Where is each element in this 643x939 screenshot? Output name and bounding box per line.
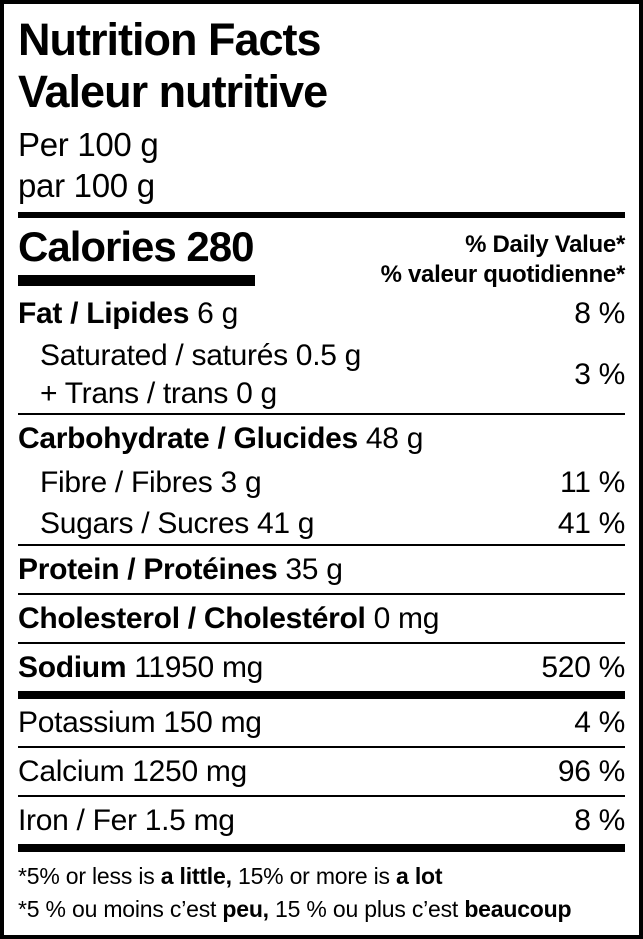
divider-thick (18, 212, 625, 218)
daily-value-percent: 41 % (557, 507, 625, 540)
nutrient-row-cholesterol-cholest-rol: Cholesterol / Cholestérol 0 mg (18, 595, 625, 642)
nutrient-name: Protein / Protéines 35 g (18, 553, 343, 586)
footnote: *5% or less is a little, 15% or more is … (18, 860, 625, 926)
calories-value: Calories 280 (18, 223, 255, 270)
serving-size-english: Per 100 g (18, 126, 159, 163)
divider-thin (18, 593, 625, 595)
nutrient-group-lines: Saturated / saturés 0.5 g + Trans / trans… (18, 337, 361, 413)
nutrient-name: Sodium 11950 mg (18, 651, 264, 684)
nutrient-row-iron-fer-1-5-mg: Iron / Fer 1.5 mg 8 % (18, 797, 625, 844)
divider-heavy (18, 691, 625, 699)
footnote-line-1: *5% or less is a little, 15% or more is … (18, 860, 625, 893)
footnote-text: *5 % ou moins c’est (18, 896, 223, 922)
calories-underline-bar (18, 275, 255, 286)
divider-thin (18, 544, 625, 546)
nutrient-name: Fat / Lipides 6 g (18, 297, 238, 330)
daily-value-percent: 8 % (574, 297, 625, 330)
daily-value-header-english: % Daily Value* (465, 231, 625, 258)
calories-block: Calories 280 (18, 224, 255, 290)
nutrient-name-saturated-satur-s-0-5-g: Saturated / saturés 0.5 g (40, 339, 362, 372)
title-french: Valeur nutritive (18, 66, 328, 117)
nutrient-row-sugars-sucres-41-g: Sugars / Sucres 41 g 41 % (18, 503, 625, 544)
nutrient-row-sodium: Sodium 11950 mg 520 % (18, 644, 625, 691)
footnote-text: *5% or less is (18, 863, 161, 889)
nutrient-row-fat-lipides: Fat / Lipides 6 g 8 % (18, 290, 625, 337)
calories-section: Calories 280 % Daily Value* % valeur quo… (18, 224, 625, 290)
daily-value-percent: 4 % (574, 706, 625, 739)
daily-value-percent: 3 % (574, 358, 625, 391)
footnote-emphasis: a lot (396, 863, 443, 889)
nutrient-row-fibre-fibres-3-g: Fibre / Fibres 3 g 11 % (18, 462, 625, 503)
daily-value-header-french: % valeur quotidienne* (380, 261, 626, 288)
footnote-emphasis: beaucoup (464, 896, 572, 922)
footnote-emphasis: peu, (222, 896, 269, 922)
daily-value-percent: 520 % (541, 651, 625, 684)
nutrient-name: Sugars / Sucres 41 g (40, 507, 315, 540)
divider-thin (18, 746, 625, 748)
nutrient-name: Carbohydrate / Glucides 48 g (18, 422, 424, 455)
nutrient-row-carbohydrate-glucides: Carbohydrate / Glucides 48 g (18, 415, 625, 462)
nutrient-row-protein-prot-ines: Protein / Protéines 35 g (18, 546, 625, 593)
serving-size-block: Per 100 g par 100 g (18, 124, 625, 206)
serving-size-french: par 100 g (18, 167, 155, 204)
label-title-block: Nutrition Facts Valeur nutritive (18, 14, 625, 118)
nutrient-row-calcium-1250-mg: Calcium 1250 mg 96 % (18, 748, 625, 795)
divider-thin (18, 642, 625, 644)
footnote-line-2: *5 % ou moins c’est peu, 15 % ou plus c’… (18, 893, 625, 926)
divider-thin (18, 413, 625, 415)
nutrient-name: Calcium 1250 mg (18, 755, 247, 788)
divider-thin (18, 795, 625, 797)
title-english: Nutrition Facts (18, 14, 322, 65)
nutrient-group-saturated-satur-s-0-5-g: Saturated / saturés 0.5 g + Trans / trans… (18, 337, 625, 413)
nutrient-name: Potassium 150 mg (18, 706, 262, 739)
daily-value-percent: 11 % (560, 466, 625, 499)
divider-heavy (18, 844, 625, 852)
nutrient-name: Fibre / Fibres 3 g (40, 466, 262, 499)
nutrient-row-potassium-150-mg: Potassium 150 mg 4 % (18, 699, 625, 746)
daily-value-header: % Daily Value* % valeur quotidienne* (380, 230, 626, 290)
nutrient-rows: Fat / Lipides 6 g 8 % Saturated / saturés … (18, 290, 625, 852)
nutrient-name: Cholesterol / Cholestérol 0 mg (18, 602, 440, 635)
nutrient-name: Iron / Fer 1.5 mg (18, 804, 235, 837)
daily-value-percent: 8 % (574, 804, 625, 837)
nutrient-name-trans-trans-0-g: + Trans / trans 0 g (40, 377, 277, 410)
footnote-text: 15% or more is (231, 863, 397, 889)
footnote-text: 15 % ou plus c’est (268, 896, 465, 922)
daily-value-percent: 96 % (557, 755, 625, 788)
footnote-emphasis: a little, (160, 863, 232, 889)
